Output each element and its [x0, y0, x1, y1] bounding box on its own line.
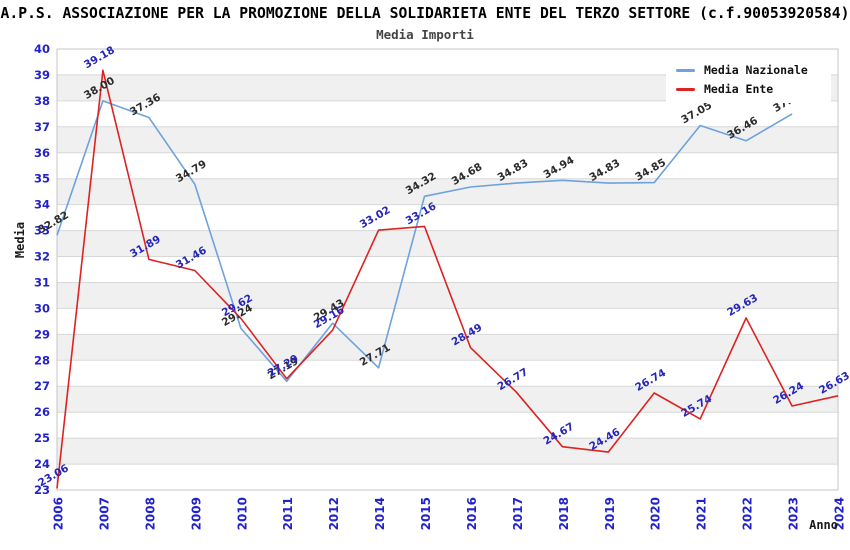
point-label-media-nazionale: 37.05: [679, 99, 714, 126]
y-tick-label: 31: [34, 276, 50, 290]
y-axis-title: Media: [13, 222, 27, 258]
legend-item-media-ente: Media Ente: [676, 82, 822, 96]
grid-band: [57, 126, 838, 153]
x-tick-label: 2008: [143, 497, 157, 530]
legend: Media Nazionale Media Ente: [666, 56, 831, 103]
point-label-media-ente: 39.18: [82, 44, 117, 71]
x-tick-label: 2015: [419, 497, 433, 530]
y-tick-label: 29: [34, 327, 50, 341]
grid-band: [57, 386, 838, 413]
red-line-swatch-icon: [676, 87, 695, 91]
y-tick-label: 23: [34, 483, 50, 497]
y-tick-label: 40: [34, 42, 50, 56]
x-tick-label: 2009: [189, 497, 203, 530]
legend-item-media-nazionale: Media Nazionale: [676, 63, 822, 77]
y-tick-label: 24: [34, 457, 50, 471]
y-tick-label: 25: [34, 431, 50, 445]
y-tick-label: 33: [34, 224, 50, 238]
point-label-media-ente: 33.02: [358, 204, 393, 231]
x-tick-label: 2023: [787, 497, 801, 530]
x-tick-label: 2016: [465, 497, 479, 530]
x-tick-label: 2018: [557, 497, 571, 530]
y-tick-label: 36: [34, 146, 50, 160]
x-tick-label: 2010: [235, 497, 249, 530]
series-line-media-ente: [56, 69, 839, 489]
blue-line-swatch-icon: [676, 68, 695, 72]
x-tick-label: 2014: [373, 497, 387, 530]
y-tick-label: 38: [34, 94, 50, 108]
grid-band: [57, 230, 838, 257]
y-tick-label: 34: [34, 198, 50, 212]
chart-subtitle: Media Importi: [376, 27, 474, 42]
y-tick-label: 26: [34, 405, 50, 419]
x-tick-label: 2022: [741, 497, 755, 530]
series-line-media-nazionale: [56, 100, 793, 383]
x-tick-label: 2012: [327, 497, 341, 530]
y-tick-label: 39: [34, 68, 50, 82]
x-tick-label: 2011: [281, 497, 295, 530]
point-label-media-nazionale: 34.94: [542, 154, 577, 181]
x-tick-label: 2020: [649, 497, 663, 530]
grid-band: [57, 438, 838, 464]
x-tick-label: 2021: [695, 497, 709, 530]
y-tick-label: 35: [34, 172, 50, 186]
x-axis-title: Anno: [809, 518, 838, 532]
x-tick-label: 2017: [511, 497, 525, 530]
y-tick-label: 28: [34, 353, 50, 367]
x-tick-label: 2007: [97, 497, 111, 530]
plot-border: [56, 48, 839, 491]
legend-label-media-ente: Media Ente: [704, 82, 774, 96]
y-tick-label: 27: [34, 379, 50, 393]
x-tick-label: 2019: [603, 497, 617, 530]
y-tick-label: 30: [34, 301, 50, 315]
y-tick-label: 37: [34, 120, 50, 134]
chart-title: A.P.S. ASSOCIAZIONE PER LA PROMOZIONE DE…: [0, 5, 850, 22]
x-tick-label: 2006: [52, 497, 66, 530]
x-tick-label: 2024: [833, 497, 847, 530]
y-tick-label: 32: [34, 250, 50, 264]
grid-band: [57, 334, 838, 361]
legend-label-media-nazionale: Media Nazionale: [704, 63, 808, 77]
